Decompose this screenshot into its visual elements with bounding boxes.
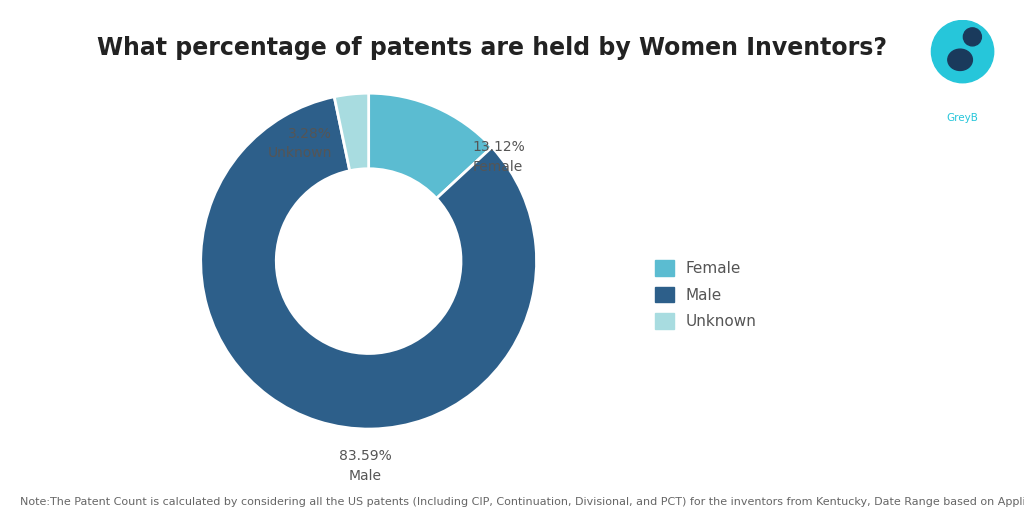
Text: Note:The Patent Count is calculated by considering all the US patents (Including: Note:The Patent Count is calculated by c…	[20, 497, 1024, 507]
Wedge shape	[201, 97, 537, 429]
Circle shape	[964, 28, 981, 46]
Circle shape	[932, 20, 993, 83]
Text: 13.12%
Female: 13.12% Female	[473, 140, 525, 174]
Text: What percentage of patents are held by Women Inventors?: What percentage of patents are held by W…	[96, 36, 887, 60]
Legend: Female, Male, Unknown: Female, Male, Unknown	[649, 254, 763, 335]
Wedge shape	[369, 93, 492, 199]
Wedge shape	[334, 93, 369, 170]
Ellipse shape	[948, 49, 973, 71]
Text: 83.59%
Male: 83.59% Male	[339, 449, 391, 483]
Text: GreyB: GreyB	[946, 113, 979, 123]
Text: 3.28%
Unknown: 3.28% Unknown	[267, 127, 332, 160]
